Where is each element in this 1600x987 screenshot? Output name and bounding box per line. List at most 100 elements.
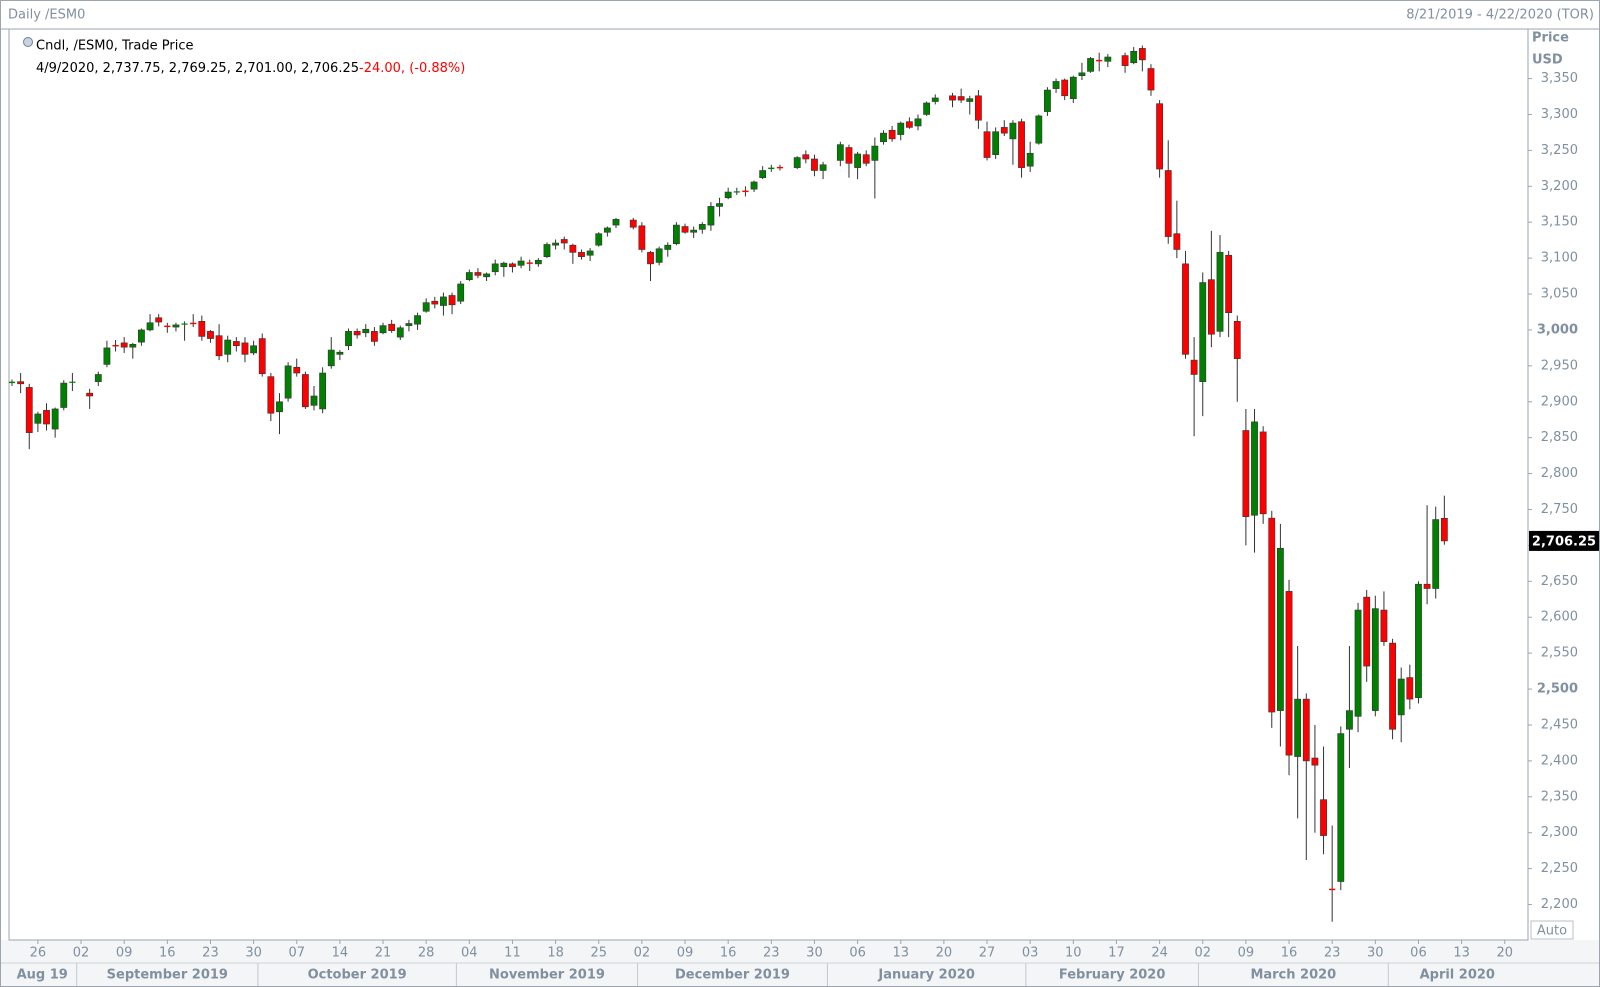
readout: 4/9/2020, 2,737.75, 2,769.25, 2,701.00, … bbox=[36, 61, 465, 76]
candle-body bbox=[1044, 89, 1051, 112]
legend-icon[interactable] bbox=[23, 37, 33, 47]
y-tick-label: 3,200 bbox=[1541, 179, 1578, 194]
candle-body bbox=[1078, 72, 1086, 76]
candle-body bbox=[293, 366, 301, 374]
candle-body bbox=[1363, 596, 1371, 667]
y-tick-label: 3,050 bbox=[1541, 287, 1578, 302]
candle-body bbox=[802, 154, 810, 160]
x-tick-label: 16 bbox=[1281, 946, 1298, 961]
candle-body bbox=[1156, 103, 1164, 170]
candle-body bbox=[966, 98, 974, 102]
candle-body bbox=[793, 157, 801, 168]
x-tick-label: 13 bbox=[1453, 946, 1470, 961]
x-tick-label: 20 bbox=[1496, 946, 1513, 961]
candle-body bbox=[1096, 59, 1103, 62]
y-tick-label: 3,000 bbox=[1537, 322, 1578, 337]
candle-body bbox=[854, 153, 862, 168]
candle-body bbox=[258, 338, 266, 375]
candle-body bbox=[776, 166, 784, 169]
y-axis-unit: USD bbox=[1532, 53, 1563, 68]
candle-body bbox=[422, 302, 430, 312]
candle-body bbox=[1346, 710, 1353, 730]
candle-body bbox=[1259, 431, 1267, 515]
candle-body bbox=[250, 345, 258, 354]
candle-body bbox=[949, 95, 956, 101]
y-tick-label: 3,250 bbox=[1541, 143, 1578, 158]
candle-body bbox=[1302, 698, 1310, 762]
candle-body bbox=[517, 260, 525, 266]
auto-button-label[interactable]: Auto bbox=[1537, 924, 1567, 939]
y-tick-label: 3,300 bbox=[1541, 107, 1578, 122]
x-tick-label: 09 bbox=[116, 946, 133, 961]
candle-body bbox=[103, 347, 111, 365]
candle-body bbox=[190, 322, 197, 325]
candle-body bbox=[1285, 591, 1293, 756]
candle-body bbox=[1406, 677, 1414, 700]
month-label: February 2020 bbox=[1059, 968, 1166, 983]
y-tick-label: 3,100 bbox=[1541, 251, 1578, 266]
candle-body bbox=[1389, 642, 1396, 730]
candle-body bbox=[69, 381, 76, 383]
candle-body bbox=[716, 203, 723, 207]
y-tick-label: 2,300 bbox=[1541, 825, 1578, 840]
auto-button[interactable] bbox=[1530, 920, 1574, 940]
month-label: Aug 19 bbox=[17, 968, 68, 983]
candle-body bbox=[232, 341, 240, 347]
last-price-box bbox=[1529, 530, 1599, 551]
candle-body bbox=[811, 158, 818, 171]
x-tick-label: 02 bbox=[634, 946, 651, 961]
y-tick-label: 2,650 bbox=[1541, 574, 1578, 589]
y-tick-label: 2,900 bbox=[1541, 394, 1578, 409]
x-tick-label: 02 bbox=[73, 946, 90, 961]
candle-body bbox=[768, 167, 775, 170]
candle-body bbox=[672, 224, 680, 245]
x-tick-label: 14 bbox=[332, 946, 349, 961]
plot-area bbox=[8, 28, 1529, 941]
candle-body bbox=[1225, 254, 1233, 314]
candle-body bbox=[1440, 517, 1448, 542]
candle-body bbox=[1138, 48, 1146, 61]
candle-body bbox=[888, 129, 896, 140]
candle-body bbox=[414, 315, 421, 325]
candle-body bbox=[707, 206, 715, 226]
candle-body bbox=[595, 233, 603, 246]
candle-body bbox=[552, 242, 560, 246]
candle-body bbox=[733, 191, 740, 193]
candle-body bbox=[543, 244, 551, 257]
candle-body bbox=[742, 190, 749, 193]
candle-body bbox=[362, 328, 370, 334]
candle-body bbox=[1233, 321, 1241, 359]
x-tick-label: 06 bbox=[1410, 946, 1427, 961]
candle-body bbox=[310, 395, 318, 406]
x-tick-label: 09 bbox=[1238, 946, 1255, 961]
candle-body bbox=[560, 239, 568, 244]
candle-body bbox=[992, 131, 1000, 155]
candle-body bbox=[172, 324, 180, 328]
candle-body bbox=[276, 401, 283, 413]
candle-body bbox=[1397, 678, 1405, 716]
candle-body bbox=[1199, 282, 1207, 382]
candle-body bbox=[146, 322, 154, 331]
candle-body bbox=[681, 226, 689, 233]
y-axis-label: Price bbox=[1532, 31, 1569, 46]
month-label: April 2020 bbox=[1420, 968, 1495, 983]
candle-body bbox=[509, 263, 516, 268]
candle-body bbox=[1026, 152, 1034, 167]
month-label: November 2019 bbox=[489, 968, 605, 983]
candle-body bbox=[448, 295, 456, 306]
candle-body bbox=[819, 164, 827, 171]
candle-body bbox=[569, 244, 577, 253]
candle-body bbox=[1251, 421, 1258, 516]
candle-body bbox=[457, 283, 465, 302]
x-tick-label: 27 bbox=[979, 946, 996, 961]
candle-body bbox=[1104, 56, 1112, 62]
candle-body bbox=[17, 381, 25, 385]
month-label: March 2020 bbox=[1250, 968, 1336, 983]
candle-body bbox=[396, 327, 404, 338]
candle-body bbox=[474, 272, 482, 276]
month-label: January 2020 bbox=[877, 968, 974, 983]
y-tick-label: 3,350 bbox=[1541, 71, 1578, 86]
candle-body bbox=[750, 181, 758, 190]
